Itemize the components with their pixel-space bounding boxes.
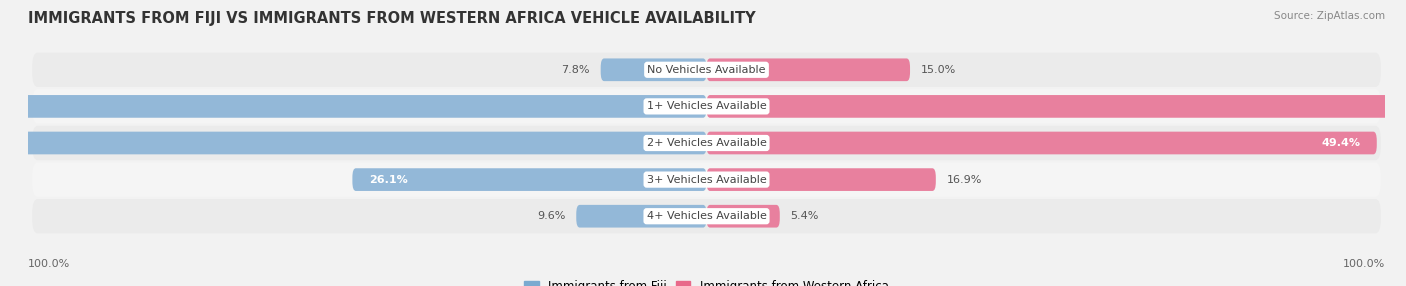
Text: 16.9%: 16.9% — [946, 175, 981, 184]
Text: 100.0%: 100.0% — [1343, 259, 1385, 269]
Text: 2+ Vehicles Available: 2+ Vehicles Available — [647, 138, 766, 148]
Text: No Vehicles Available: No Vehicles Available — [647, 65, 766, 75]
Text: 26.1%: 26.1% — [368, 175, 408, 184]
Legend: Immigrants from Fiji, Immigrants from Western Africa: Immigrants from Fiji, Immigrants from We… — [520, 276, 893, 286]
Text: 1+ Vehicles Available: 1+ Vehicles Available — [647, 102, 766, 111]
Text: 7.8%: 7.8% — [561, 65, 591, 75]
FancyBboxPatch shape — [707, 168, 936, 191]
FancyBboxPatch shape — [0, 95, 707, 118]
FancyBboxPatch shape — [32, 53, 1381, 87]
FancyBboxPatch shape — [707, 205, 780, 228]
FancyBboxPatch shape — [353, 168, 707, 191]
FancyBboxPatch shape — [32, 199, 1381, 233]
Text: 5.4%: 5.4% — [790, 211, 820, 221]
FancyBboxPatch shape — [707, 58, 910, 81]
FancyBboxPatch shape — [707, 95, 1406, 118]
FancyBboxPatch shape — [32, 162, 1381, 197]
FancyBboxPatch shape — [576, 205, 707, 228]
Text: Source: ZipAtlas.com: Source: ZipAtlas.com — [1274, 11, 1385, 21]
FancyBboxPatch shape — [0, 132, 707, 154]
Text: 9.6%: 9.6% — [537, 211, 565, 221]
FancyBboxPatch shape — [32, 126, 1381, 160]
Text: 15.0%: 15.0% — [921, 65, 956, 75]
Text: 4+ Vehicles Available: 4+ Vehicles Available — [647, 211, 766, 221]
FancyBboxPatch shape — [600, 58, 707, 81]
FancyBboxPatch shape — [32, 89, 1381, 124]
Text: 49.4%: 49.4% — [1322, 138, 1361, 148]
Text: IMMIGRANTS FROM FIJI VS IMMIGRANTS FROM WESTERN AFRICA VEHICLE AVAILABILITY: IMMIGRANTS FROM FIJI VS IMMIGRANTS FROM … — [28, 11, 756, 26]
FancyBboxPatch shape — [707, 132, 1376, 154]
Text: 3+ Vehicles Available: 3+ Vehicles Available — [647, 175, 766, 184]
Text: 100.0%: 100.0% — [28, 259, 70, 269]
